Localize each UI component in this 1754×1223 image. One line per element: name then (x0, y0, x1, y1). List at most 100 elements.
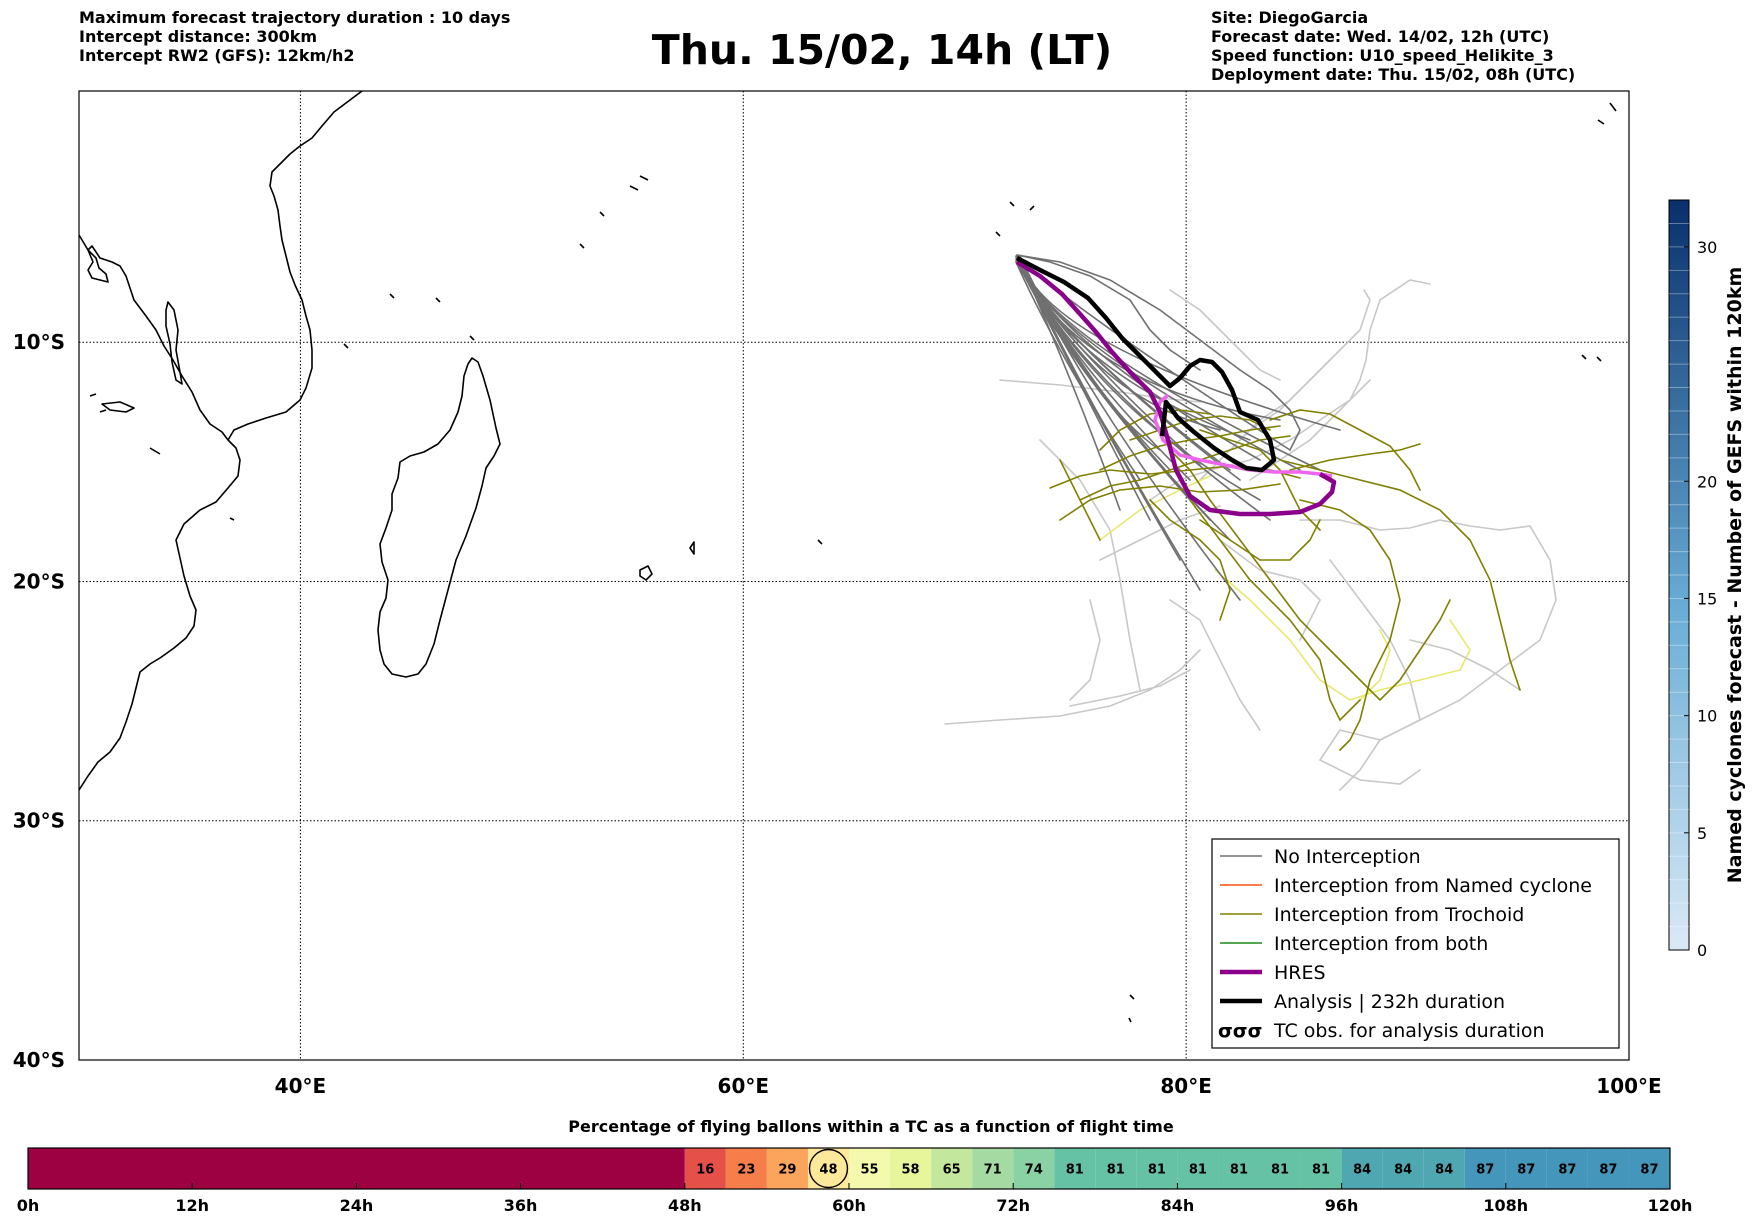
timebar-segment-value: 81 (1189, 1163, 1207, 1178)
trochoid-interception-trajectory (1269, 409, 1421, 491)
legend-item: Analysis | 232h duration (1220, 991, 1505, 1013)
no-interception-trajectory (1016, 254, 1201, 371)
legend-label: Analysis | 232h duration (1274, 991, 1505, 1013)
timebar-segment-value: 87 (1558, 1163, 1576, 1178)
trochoid-interception-trajectory (1099, 425, 1281, 471)
ensemble-trajectory (1069, 599, 1101, 701)
colorbar-gradient (1668, 199, 1690, 951)
run-parameters: Maximum forecast trajectory duration : 1… (79, 8, 510, 65)
lon-tick-label: 40°E (275, 1074, 327, 1098)
timebar-segment (1259, 1148, 1301, 1189)
islands (89, 102, 1617, 1023)
lat-tick-label: 40°S (13, 1048, 65, 1072)
max-duration-text: Maximum forecast trajectory duration : 1… (79, 8, 511, 27)
ensemble-trajectory (1219, 539, 1321, 641)
legend-item: Interception from Named cyclone (1220, 875, 1592, 897)
timebar-segment-value: 81 (1066, 1163, 1084, 1178)
ensemble-trajectory (1039, 439, 1141, 691)
timebar-segment (890, 1148, 932, 1189)
legend-label: No Interception (1274, 846, 1421, 868)
no-interception-trajectory (1019, 258, 1241, 601)
timebar-tick-label: 36h (504, 1196, 538, 1215)
colorbar: 0 5 10 15 20 30 Named cyclones forecast - Num… (1668, 199, 1746, 960)
trochoid-interception-trajectory (1189, 499, 1361, 722)
map-tick-labels: 40°E 60°E 80°E 100°E 10°S 20°S 30°S 40°S (13, 330, 1662, 1098)
timebar-segment (1300, 1148, 1342, 1189)
legend-label: Interception from Trochoid (1274, 904, 1524, 926)
timebar-segment-value: 87 (1640, 1163, 1658, 1178)
analysis-trajectory (1015, 256, 1277, 473)
forecast-date-text: Forecast date: Wed. 14/02, 12h (UTC) (1211, 27, 1550, 46)
madagascar-coastline (377, 357, 501, 678)
timebar-segment-value: 81 (1148, 1163, 1166, 1178)
timebar-segment-value: 87 (1517, 1163, 1535, 1178)
speed-function-text: Speed function: U10_speed_Helikite_3 (1211, 46, 1554, 65)
trajectories (944, 254, 1557, 791)
intercept-rw2-text: Intercept RW2 (GFS): 12km/h2 (79, 46, 355, 65)
colorbar-tick-label: 0 (1697, 941, 1707, 960)
timebar-segment-value: 81 (1312, 1163, 1330, 1178)
hres-light-trajectory (1153, 393, 1333, 478)
colorbar-tick-label: 30 (1697, 238, 1717, 257)
ensemble-trajectory (944, 649, 1201, 725)
timebar-empty-segment (28, 1148, 685, 1189)
timebar-tick-label: 48h (668, 1196, 702, 1215)
legend-item: σσσ TC obs. for analysis duration (1218, 1020, 1545, 1042)
timebar-segment (684, 1148, 726, 1189)
timebar-segment (1341, 1148, 1383, 1189)
timebar: Percentage of flying ballons within a TC… (17, 1117, 1693, 1215)
ensemble-trajectory (1169, 289, 1281, 381)
timebar-segment (1587, 1148, 1629, 1189)
timebar-segment-value: 87 (1599, 1163, 1617, 1178)
timebar-segment (1013, 1148, 1055, 1189)
timebar-title: Percentage of flying ballons within a TC… (568, 1117, 1174, 1136)
no-interception-trajectory (1018, 257, 1201, 591)
trochoid-interception-trajectory (1059, 459, 1101, 541)
no-interception-trajectory (1017, 256, 1121, 511)
trochoid-interception-trajectory (1199, 519, 1321, 561)
cyclone-icon: σσσ (1218, 1020, 1262, 1042)
ensemble-trajectory (1318, 559, 1421, 785)
ensemble-trajectory (1249, 289, 1371, 431)
lat-tick-label: 10°S (13, 330, 65, 354)
legend-label: Interception from both (1274, 933, 1488, 955)
timebar-segment (1177, 1148, 1219, 1189)
timebar-segment-value: 58 (902, 1163, 920, 1178)
timebar-segment-value: 48 (819, 1163, 837, 1178)
timebar-segment-value: 81 (1271, 1163, 1289, 1178)
hres-trajectory (1015, 260, 1337, 517)
timebar-tick-label: 108h (1483, 1196, 1528, 1215)
legend-label: Interception from Named cyclone (1274, 875, 1592, 897)
trochoid-interception-trajectory (1149, 499, 1231, 621)
lon-tick-label: 60°E (718, 1074, 770, 1098)
forecast-info: Site: DiegoGarcia Forecast date: Wed. 14… (1211, 8, 1575, 84)
timebar-segment-value: 84 (1435, 1163, 1453, 1178)
timebar-segment (1546, 1148, 1588, 1189)
intercept-distance-text: Intercept distance: 300km (79, 27, 318, 46)
timebar-segment (1628, 1148, 1670, 1189)
timebar-segment (725, 1148, 767, 1189)
no-interception-trajectory (1019, 260, 1341, 431)
timebar-segment-value: 81 (1107, 1163, 1125, 1178)
legend: No Interception Interception from Named c… (1211, 838, 1620, 1049)
page-title: Thu. 15/02, 14h (LT) (651, 26, 1113, 74)
timebar-segment-value: 23 (737, 1163, 755, 1178)
timebar-segment (1218, 1148, 1260, 1189)
colorbar-tick-label: 5 (1697, 824, 1707, 843)
trochoid-interception-trajectory (1099, 409, 1211, 451)
lat-tick-label: 30°S (13, 809, 65, 833)
timebar-segment (931, 1148, 973, 1189)
timebar-segment-value: 29 (778, 1163, 796, 1178)
lon-tick-label: 80°E (1160, 1074, 1212, 1098)
site-text: Site: DiegoGarcia (1211, 8, 1369, 27)
colorbar-tick-label: 15 (1697, 589, 1717, 608)
legend-item: Interception from both (1220, 933, 1488, 955)
lat-tick-label: 20°S (13, 569, 65, 593)
timebar-tick-label: 0h (17, 1196, 40, 1215)
map-gridlines (79, 91, 1629, 1060)
no-interception-trajectory (1016, 254, 1301, 451)
ensemble-trajectory (1409, 639, 1521, 691)
coastlines (79, 91, 1617, 1023)
timebar-segment-value: 84 (1353, 1163, 1371, 1178)
legend-item: HRES (1220, 962, 1326, 984)
